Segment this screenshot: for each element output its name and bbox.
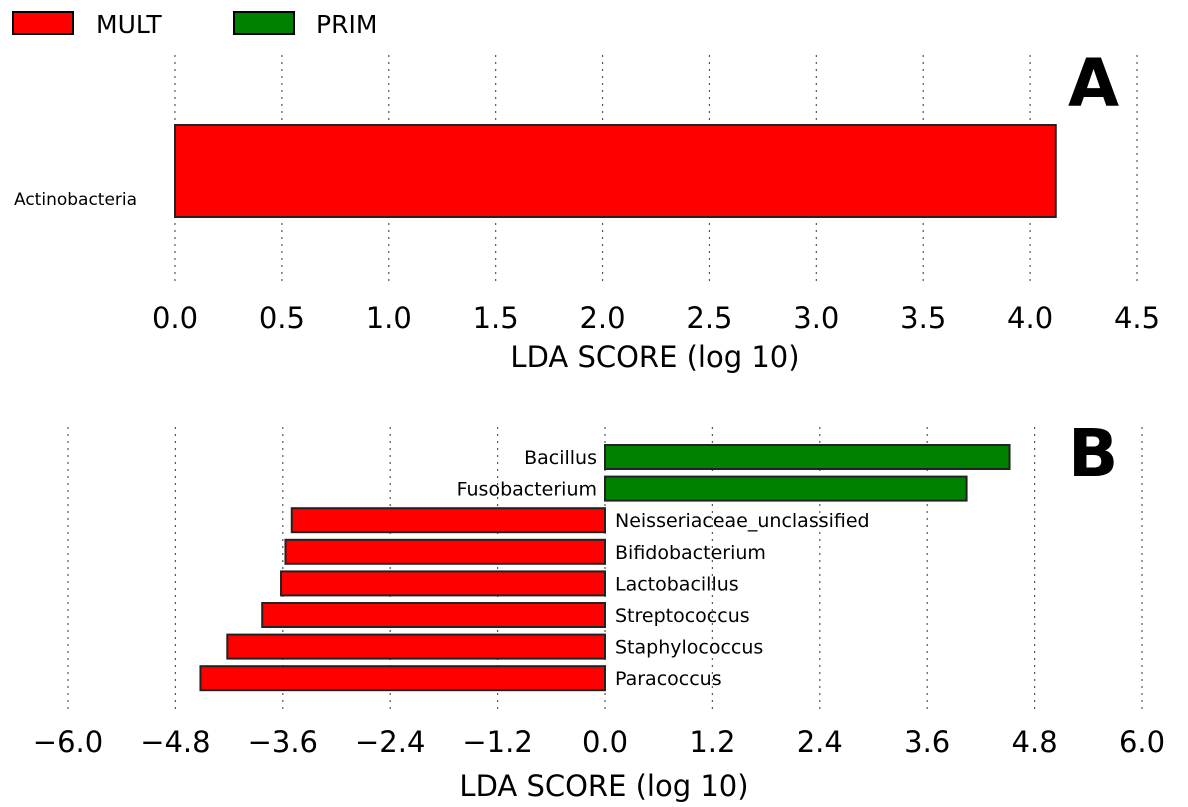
panel-a-x-tick-label: 0.5 (259, 301, 305, 335)
panel-a-x-tick-label: 2.0 (579, 301, 625, 335)
panel-b-x-tick-label: 1.2 (689, 725, 735, 759)
panel-b-bar (290, 507, 606, 534)
panel-a-x-tick-label: 4.5 (1114, 301, 1160, 335)
panel-a-x-tick-label: 3.0 (793, 301, 839, 335)
panel-b-bar (604, 475, 968, 502)
panel-b-bar (261, 602, 606, 628)
legend: MULT PRIM (12, 10, 377, 39)
panel-b-category-label: Staphylococcus (615, 637, 763, 659)
panel-b-x-tick-label: −1.2 (462, 725, 532, 759)
panel-b-category-label: Streptococcus (615, 605, 750, 627)
legend-label-mult: MULT (96, 10, 162, 39)
panel-b-category-label: Bacillus (524, 447, 597, 469)
panel-b-bar (199, 665, 607, 692)
panel-a-category-label: Actinobacteria (14, 190, 137, 210)
legend-swatch-prim (233, 11, 295, 35)
legend-label-prim: PRIM (316, 10, 377, 39)
panel-a-x-tick-label: 0.0 (152, 301, 198, 335)
panel-a-x-tick-label: 1.5 (473, 301, 519, 335)
panel-a-x-tick-label: 1.0 (366, 301, 412, 335)
panel-b-x-tick-label: 2.4 (797, 725, 843, 759)
panel-b-x-tick-label: −4.8 (140, 725, 210, 759)
panel-b-x-tick-label: −2.4 (355, 725, 425, 759)
panel-a-x-tick-label: 2.5 (686, 301, 732, 335)
panel-b-bar (280, 570, 606, 597)
panel-a: A LDA SCORE (log 10) 0.0 0.5 1.0 1.5 2.0 2.5 3… (14, 45, 1160, 374)
panel-b-x-tick-label: 4.8 (1012, 725, 1058, 759)
panel-b-bar (226, 633, 606, 660)
panel-b-bar (604, 444, 1011, 470)
panel-b-x-tick-label: 6.0 (1119, 725, 1165, 759)
panel-b: B LDA SCORE (log 10) −6.0 −4.8 −3.6 −2.4 −1.… (33, 415, 1165, 803)
panel-b-category-label: Fusobacterium (457, 479, 597, 501)
panel-b-x-tick-label: 3.6 (904, 725, 950, 759)
panel-a-x-tick-label: 4.0 (1007, 301, 1053, 335)
legend-swatch-mult (12, 11, 74, 35)
panel-a-letter: A (1068, 45, 1119, 122)
panel-b-x-tick-label: 0.0 (582, 725, 628, 759)
panel-a-bar (174, 124, 1057, 218)
panel-b-x-tick-label: −3.6 (248, 725, 318, 759)
panel-b-bar (284, 538, 606, 565)
panel-b-category-label: Neisseriaceae_unclassified (615, 510, 870, 532)
panel-b-letter: B (1068, 415, 1118, 492)
panel-a-x-tick-label: 3.5 (900, 301, 946, 335)
panel-a-xlabel: LDA SCORE (log 10) (510, 340, 799, 374)
panel-b-x-tick-label: −6.0 (33, 725, 103, 759)
panel-b-category-label: Paracoccus (615, 668, 722, 690)
panel-b-xlabel: LDA SCORE (log 10) (459, 769, 748, 803)
panel-b-category-label: Bifidobacterium (615, 542, 766, 564)
panel-b-category-label: Lactobacillus (615, 573, 739, 595)
